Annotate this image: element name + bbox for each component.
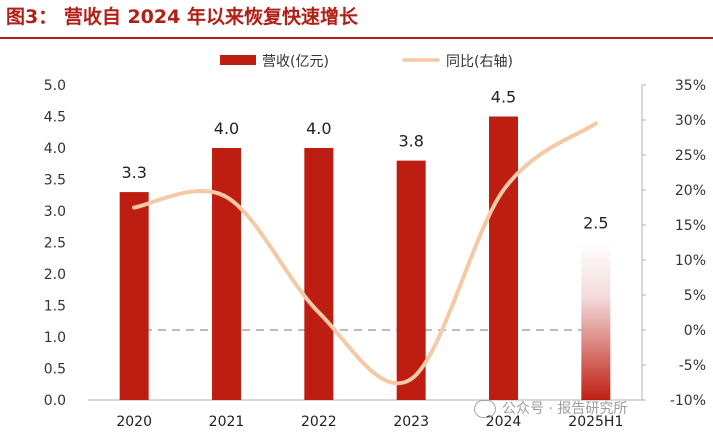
y-right-tick-label: 15% — [675, 218, 706, 234]
figure-title: 图3： 营收自 2024 年以来恢复快速增长 — [6, 6, 358, 28]
bar — [581, 242, 611, 400]
bar — [489, 116, 518, 400]
bar-value-label: 3.8 — [398, 132, 423, 151]
y-left-tick-label: 4.0 — [44, 141, 66, 157]
bar-value-label: 2.5 — [583, 214, 608, 233]
wechat-icon — [474, 400, 496, 418]
x-tick-label: 2020 — [116, 414, 152, 430]
x-tick-label: 2023 — [393, 414, 429, 430]
watermark-text: 公众号 · 报告研究所 — [502, 401, 628, 417]
bar-value-label: 3.3 — [121, 163, 146, 182]
axes: 0.0 0.5 1.0 1.5 2.0 2.5 3.0 3.5 4.0 4.5 5.0 -10% -5%… — [44, 78, 706, 430]
legend: 营收(亿元) 同比(右轴) — [220, 54, 513, 70]
y-left-tick-label: 1.5 — [44, 299, 66, 315]
y-right-tick-label: -10% — [670, 393, 706, 409]
x-tick-label: 2024 — [486, 414, 522, 430]
bar — [396, 160, 426, 400]
bar — [119, 192, 149, 400]
yoy-line — [132, 121, 598, 386]
y-right-tick-label: 30% — [675, 113, 706, 129]
title-rule — [0, 37, 713, 39]
yoy-line-layer — [132, 121, 598, 386]
bar — [304, 148, 334, 400]
y-right-tick-label: 35% — [675, 78, 706, 94]
y-left-tick-label: 3.0 — [44, 204, 66, 220]
bar-value-label: 4.0 — [306, 119, 331, 138]
x-tick-label: 2025H1 — [568, 414, 623, 430]
y-left-tick-label: 4.5 — [44, 110, 66, 126]
y-left-tick-label: 2.5 — [44, 236, 66, 252]
y-right-tick-label: 10% — [675, 253, 706, 269]
y-left-tick-label: 0.0 — [44, 393, 66, 409]
legend-label-revenue: 营收(亿元) — [262, 54, 329, 70]
y-right-tick-label: 25% — [675, 148, 706, 164]
bar — [212, 148, 241, 400]
data-labels: 3.3 4.0 4.0 3.8 4.5 2.5 — [121, 88, 608, 233]
x-tick-label: 2022 — [301, 414, 337, 430]
legend-swatch-revenue — [220, 55, 256, 65]
y-right-tick-label: 0% — [684, 323, 706, 339]
y-left-tick-label: 2.0 — [44, 267, 66, 283]
y-right-tick-label: -5% — [679, 358, 706, 374]
watermark: 公众号 · 报告研究所 — [474, 398, 627, 418]
y-left-tick-label: 0.5 — [44, 362, 66, 378]
y-left-tick-label: 1.0 — [44, 330, 66, 346]
bar-value-label: 4.5 — [491, 88, 516, 107]
y-right-tick-label: 5% — [684, 288, 706, 304]
bars — [119, 116, 611, 400]
legend-label-yoy: 同比(右轴) — [446, 54, 513, 70]
y-right-tick-label: 20% — [675, 183, 706, 199]
y-left-tick-label: 5.0 — [44, 78, 66, 94]
y-left-tick-label: 3.5 — [44, 173, 66, 189]
x-tick-label: 2021 — [209, 414, 245, 430]
bar-value-label: 4.0 — [214, 119, 239, 138]
